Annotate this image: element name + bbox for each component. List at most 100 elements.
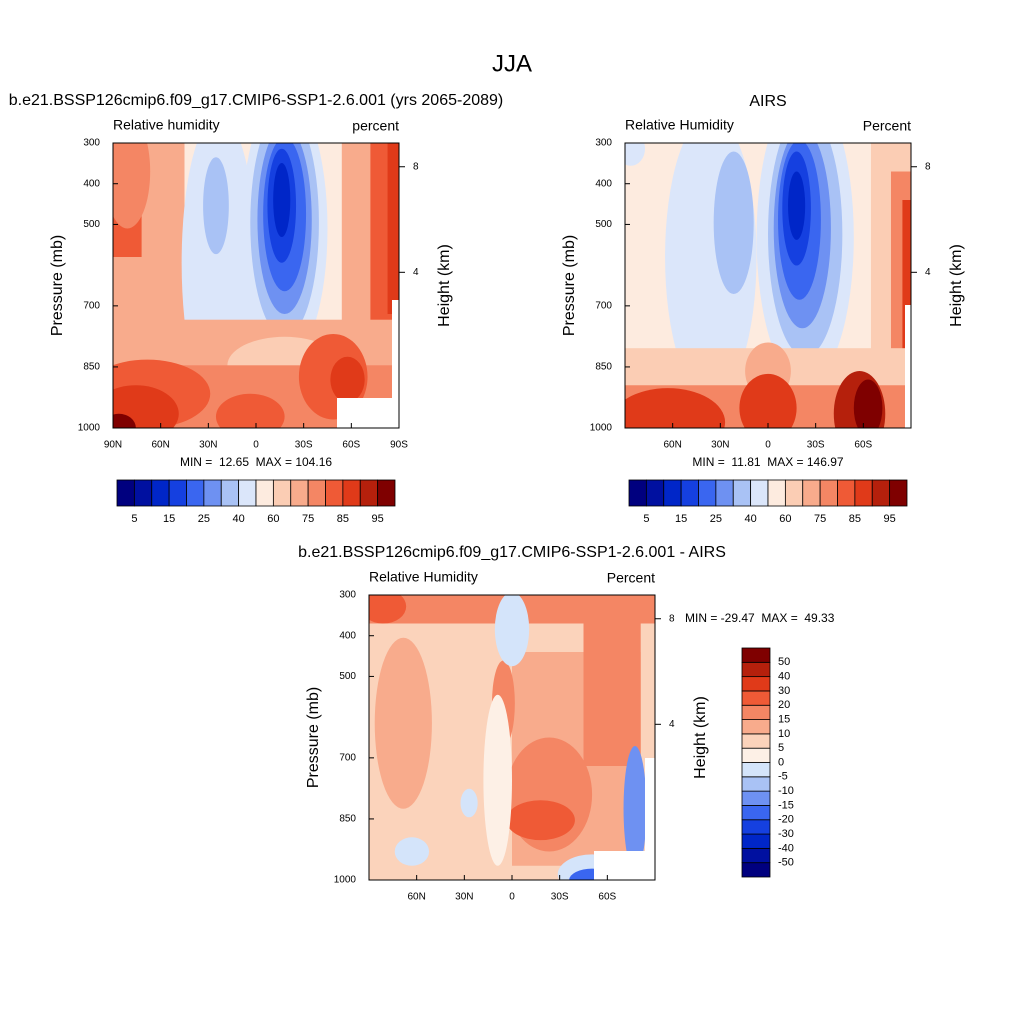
y2-tick-label: 8 (925, 161, 931, 172)
colorbar-box (255, 479, 274, 507)
colorbar-label: -50 (778, 857, 794, 869)
colorbar-box (168, 479, 187, 507)
colorbar-label: 95 (884, 513, 896, 525)
x-tick-label: 30N (455, 892, 473, 903)
y-tick-label: 500 (83, 219, 100, 230)
x-tick-label: 90N (104, 440, 122, 451)
x-tick-label: 60S (598, 892, 616, 903)
colorbar-box (741, 790, 771, 806)
colorbar-box (741, 733, 771, 749)
colorbar-label: 40 (745, 513, 757, 525)
contour-fill (113, 143, 151, 229)
colorbar-label: 10 (778, 728, 790, 740)
x-tick-label: 60N (663, 440, 681, 451)
colorbar-box (186, 479, 205, 507)
colorbar-box (342, 479, 361, 507)
min-max: MIN = 11.81 MAX = 146.97 (692, 455, 844, 469)
contour-fill (113, 385, 179, 428)
panel-title: b.e21.BSSP126cmip6.f09_g17.CMIP6-SSP1-2.… (9, 92, 504, 109)
colorbar-box (802, 479, 821, 507)
colorbar-box (220, 479, 240, 507)
contour-fill (623, 746, 647, 872)
y-tick-label: 500 (595, 219, 612, 230)
contour-fill (273, 162, 291, 238)
right-label: Percent (607, 570, 655, 586)
contour-fill (460, 788, 478, 818)
colorbar-label: -20 (778, 814, 794, 826)
colorbar-label: 15 (675, 513, 687, 525)
colorbar-box (628, 479, 647, 507)
y-tick-label: 850 (83, 362, 100, 373)
y-tick-label: 300 (339, 590, 356, 601)
x-tick-label: 60S (342, 440, 360, 451)
y-tick-label: 1000 (334, 875, 357, 886)
contour-field (113, 143, 399, 428)
colorbar-box (741, 747, 771, 763)
colorbar-label: -10 (778, 785, 794, 797)
colorbar-label: -5 (778, 771, 788, 783)
colorbar-box (663, 479, 682, 507)
colorbar-box (741, 833, 771, 849)
colorbar-box (741, 647, 771, 663)
missing-data (645, 758, 655, 880)
y2-tick-label: 4 (413, 267, 419, 278)
colorbar-label: -15 (778, 799, 794, 811)
colorbar-label: 5 (778, 742, 784, 754)
missing-data (392, 300, 399, 428)
colorbar-label: 5 (643, 513, 649, 525)
colorbar-label: 40 (233, 513, 245, 525)
contour-fill (788, 171, 806, 240)
x-tick-label: 30S (551, 892, 569, 903)
colorbar-label: 75 (814, 513, 826, 525)
colorbar-box (767, 479, 786, 507)
contour-fill (215, 393, 285, 428)
colorbar-box (732, 479, 752, 507)
y-axis-label: Pressure (mb) (561, 235, 578, 336)
colorbar-box (680, 479, 699, 507)
colorbar-box (750, 479, 769, 507)
colorbar-label: 25 (198, 513, 210, 525)
colorbar-label: 60 (267, 513, 279, 525)
colorbar-label: 25 (710, 513, 722, 525)
colorbar-box (741, 776, 771, 792)
left-label: Relative Humidity (369, 569, 478, 585)
colorbar-box (741, 862, 771, 878)
colorbar-box (698, 479, 717, 507)
colorbar-box (741, 676, 771, 692)
colorbar-label: 95 (372, 513, 384, 525)
colorbar-box (741, 819, 771, 835)
panel-title: b.e21.BSSP126cmip6.f09_g17.CMIP6-SSP1-2.… (298, 544, 726, 561)
y2-axis-label: Height (km) (436, 244, 453, 327)
right-label: percent (352, 118, 399, 134)
contour-fill (713, 151, 754, 295)
colorbar-box (151, 479, 170, 507)
x-tick-label: 60N (407, 892, 425, 903)
colorbar-box (359, 479, 379, 507)
colorbar-label: -30 (778, 828, 794, 840)
missing-data (594, 851, 645, 880)
colorbar-label: 85 (849, 513, 861, 525)
contour-fill (625, 388, 726, 428)
colorbar-label: 15 (778, 713, 790, 725)
colorbar-box (741, 690, 771, 706)
colorbar-box (116, 479, 135, 507)
y2-tick-label: 4 (925, 267, 931, 278)
y-tick-label: 1000 (78, 423, 101, 434)
right-label: Percent (863, 118, 911, 134)
x-tick-label: 30S (807, 440, 825, 451)
x-tick-label: 90S (390, 440, 408, 451)
min-max: MIN = 12.65 MAX = 104.16 (180, 455, 332, 469)
y-tick-label: 400 (339, 630, 356, 641)
y2-tick-label: 8 (669, 613, 675, 624)
y-tick-label: 500 (339, 671, 356, 682)
colorbar-box (854, 479, 873, 507)
colorbar-box (325, 479, 344, 507)
colorbar-label: 50 (778, 656, 790, 668)
colorbar-box (715, 479, 734, 507)
y2-tick-label: 8 (413, 161, 419, 172)
colorbar-box (741, 704, 771, 720)
y-axis-label: Pressure (mb) (49, 235, 66, 336)
x-tick-label: 0 (765, 440, 771, 451)
y-tick-label: 700 (83, 300, 100, 311)
